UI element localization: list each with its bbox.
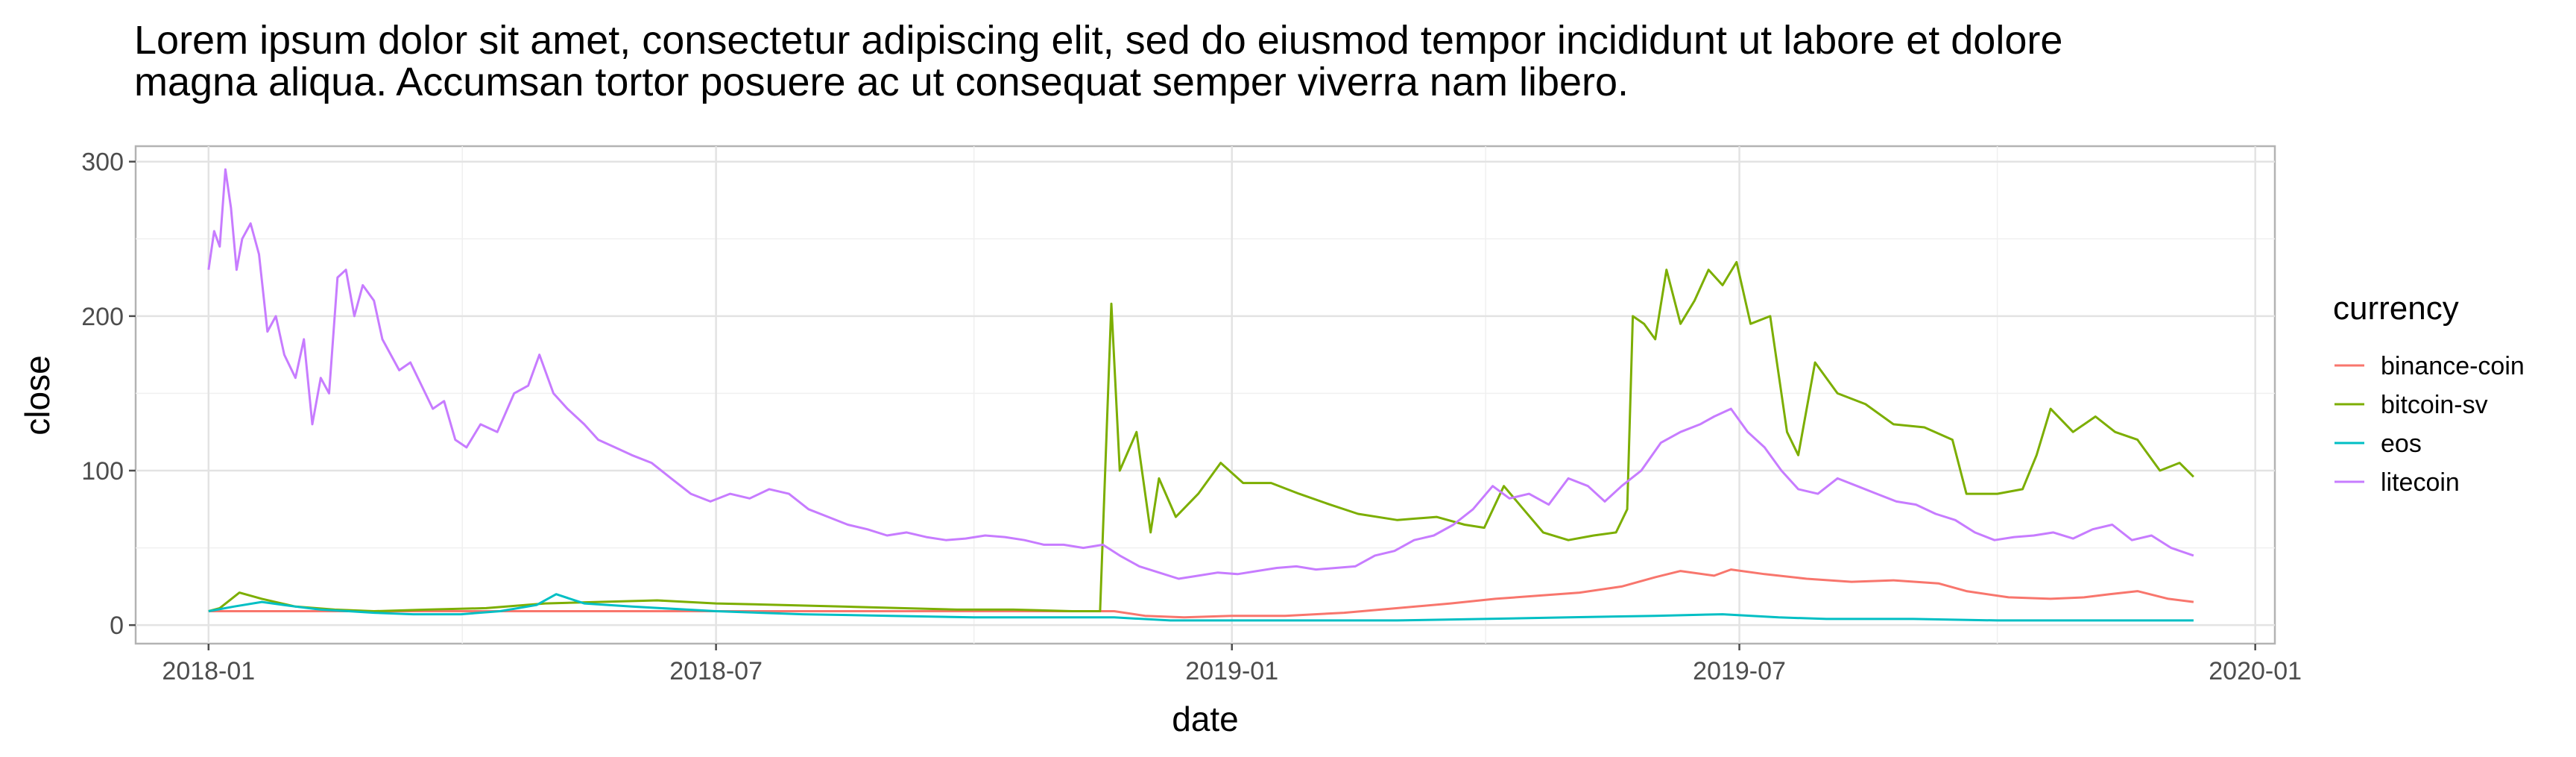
plot-panel (134, 145, 2276, 645)
x-axis-ticks: 2018-01 2018-07 2019-01 2019-07 2020-01 (162, 644, 2302, 685)
minor-gridlines (136, 146, 2275, 644)
y-tick-label: 0 (110, 612, 124, 640)
y-tick-label: 300 (81, 148, 124, 177)
x-tick-label: 2018-01 (162, 657, 255, 685)
legend-label-bitcoin-sv: bitcoin-sv (2381, 391, 2488, 419)
legend-label-eos: eos (2381, 430, 2422, 458)
series-lines (207, 168, 2194, 622)
y-tick-label: 200 (81, 303, 124, 331)
chart-title-line-2: magna aliqua. Accumsan tortor posuere ac… (134, 60, 1629, 104)
major-gridlines (136, 146, 2275, 644)
x-tick-label: 2018-07 (669, 657, 763, 685)
chart-title-line-1: Lorem ipsum dolor sit amet, consectetur … (134, 18, 2062, 63)
y-axis-label: close (18, 355, 57, 435)
legend-label-binance-coin: binance-coin (2381, 352, 2525, 380)
series-line-bitcoin-sv (208, 260, 2194, 612)
x-tick-label: 2020-01 (2209, 657, 2302, 685)
x-tick-label: 2019-01 (1185, 657, 1278, 685)
series-line-binance-coin (208, 568, 2194, 619)
y-axis-ticks: 0 100 200 300 (81, 148, 136, 640)
legend-title: currency (2333, 290, 2459, 327)
y-tick-label: 100 (81, 457, 124, 486)
series-line-litecoin (207, 168, 2194, 580)
legend-label-litecoin: litecoin (2381, 468, 2460, 497)
legend: currency binance-coin bitcoin-sv eos liteco… (2333, 290, 2525, 497)
x-tick-label: 2019-07 (1693, 657, 1786, 685)
x-axis-label: date (1172, 700, 1239, 738)
series-line-eos (208, 593, 2194, 622)
